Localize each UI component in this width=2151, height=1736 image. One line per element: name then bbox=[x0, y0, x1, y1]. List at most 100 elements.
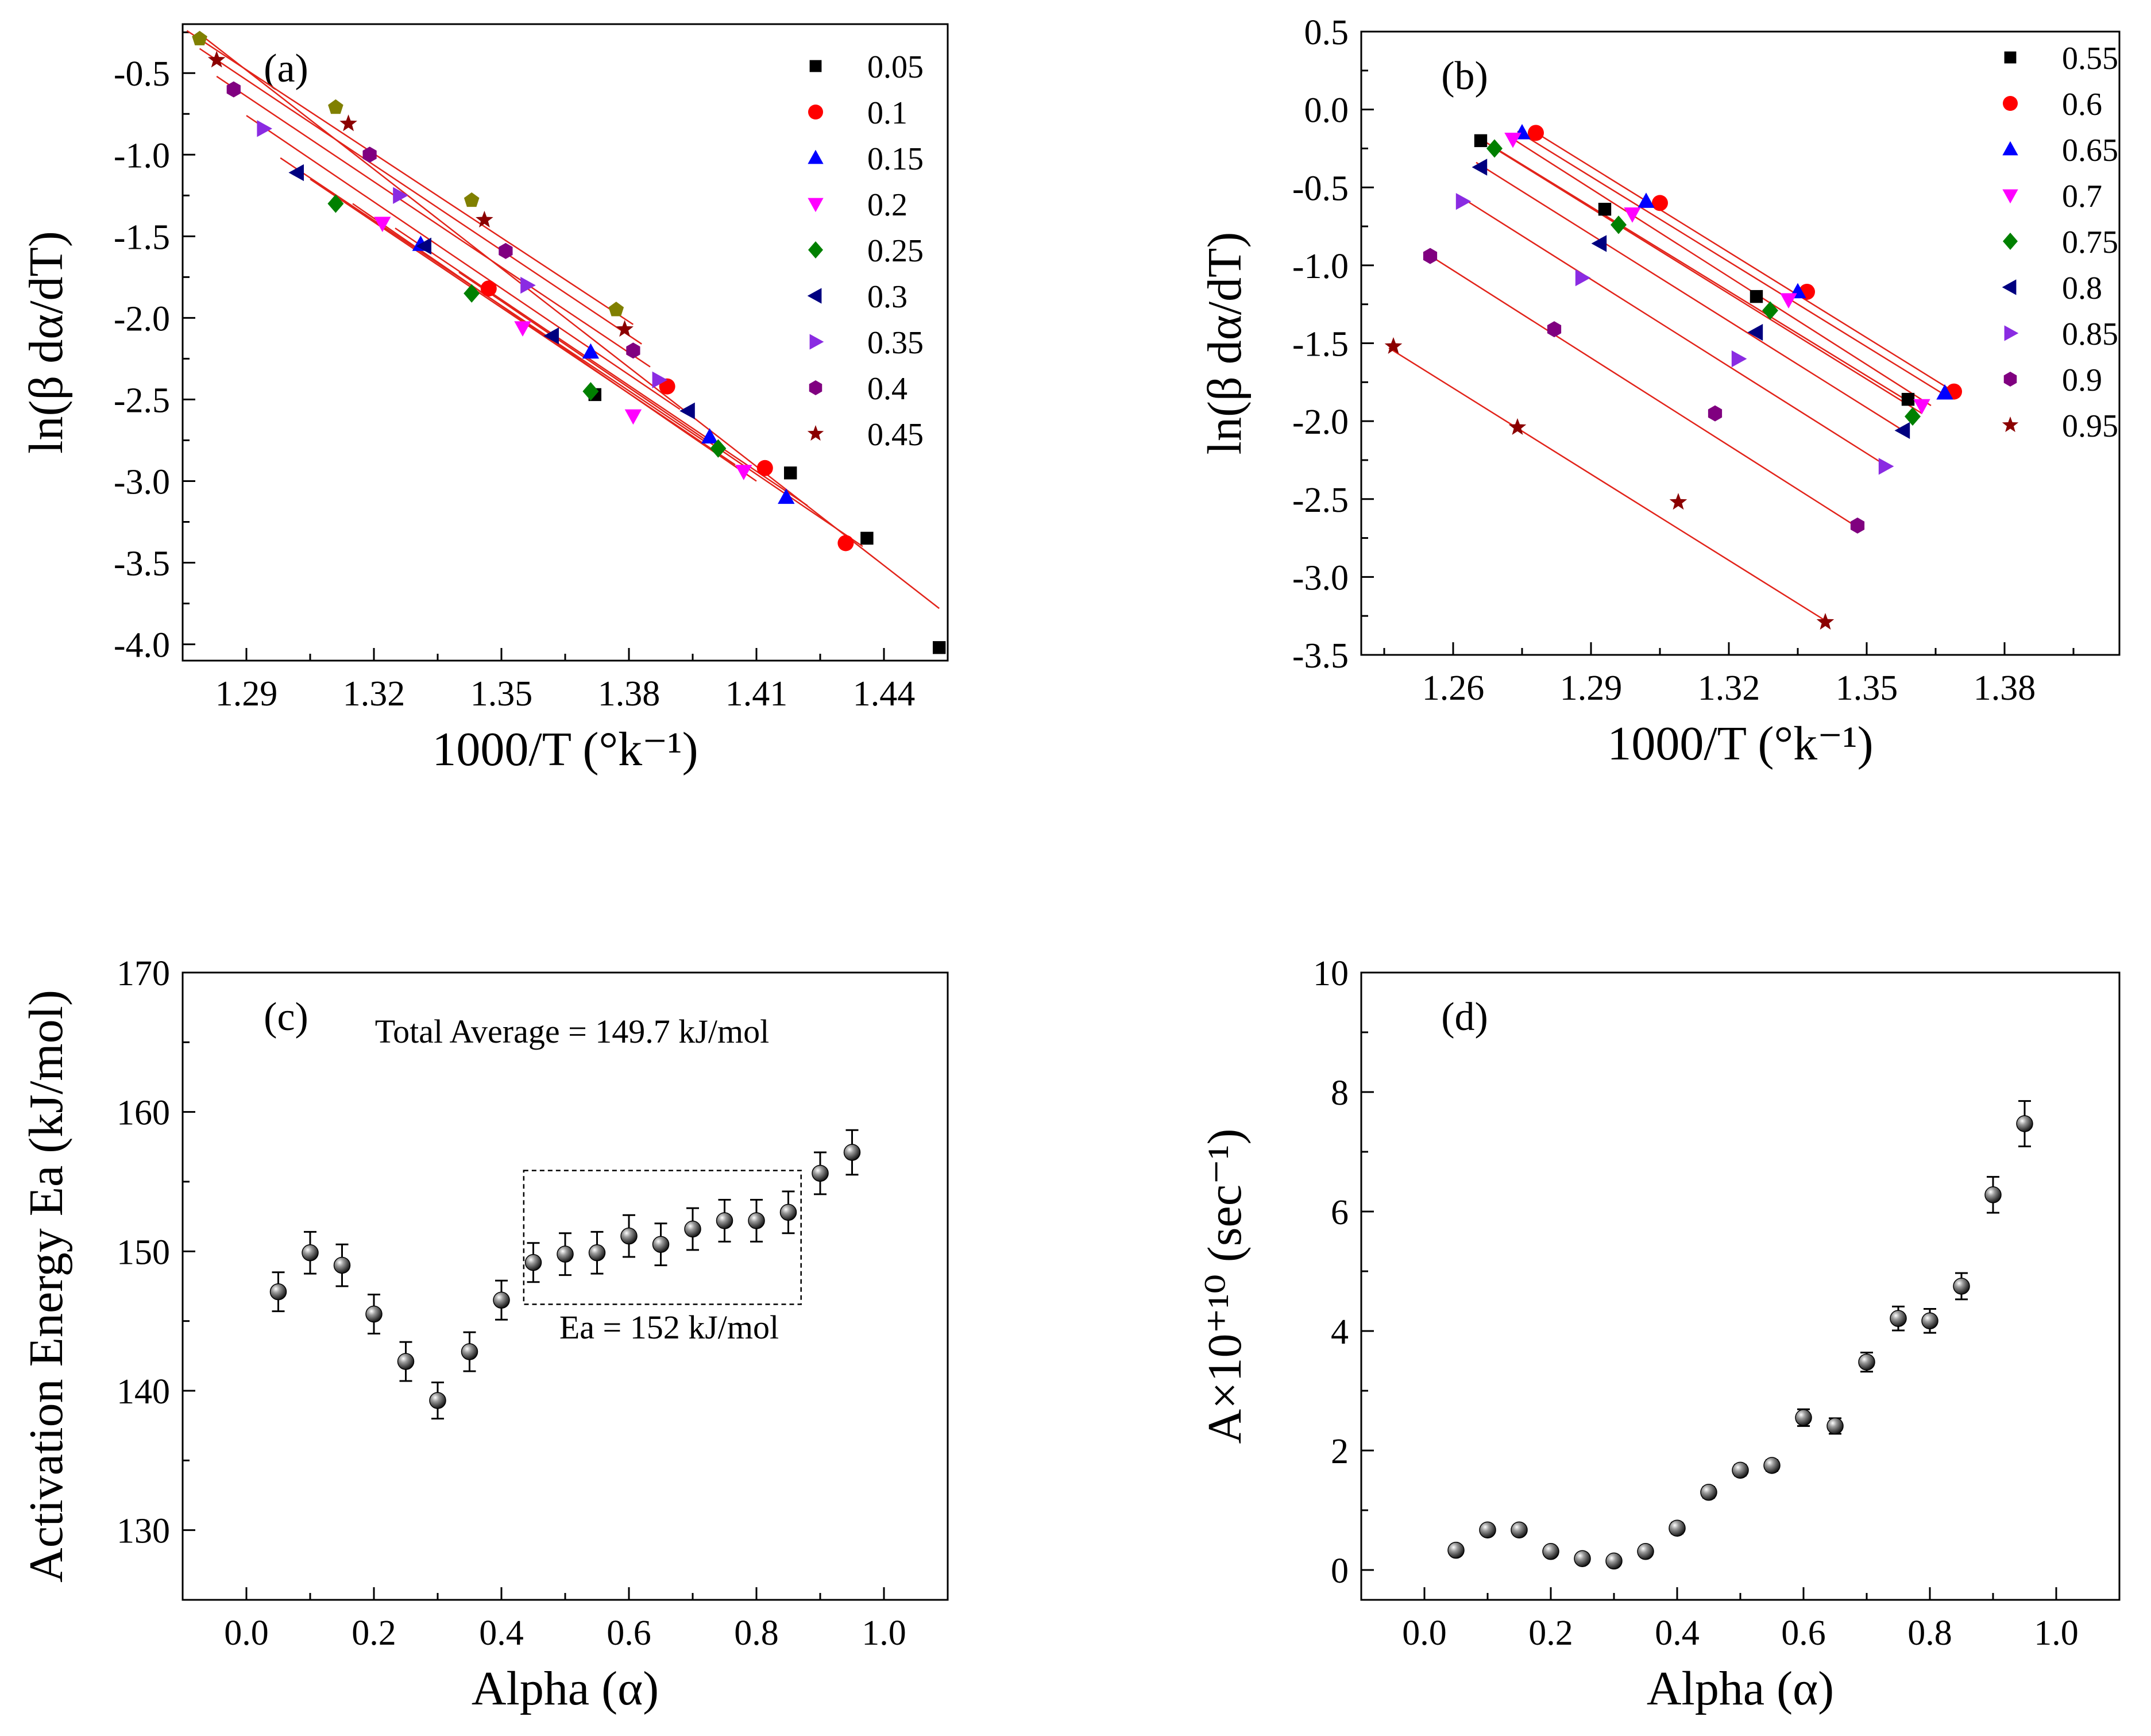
data-point bbox=[1637, 1543, 1654, 1560]
data-point bbox=[684, 1220, 701, 1238]
plot-frame bbox=[1360, 30, 2121, 656]
series bbox=[192, 30, 624, 317]
fit-line bbox=[199, 48, 642, 345]
data-point bbox=[365, 1305, 383, 1323]
panel-c: 0.0 0.2 0.4 0.6 0.8 1.0 130 140 150 160 170 Alpha (… bbox=[20, 954, 949, 1715]
legend-marker bbox=[809, 380, 822, 395]
legend-marker bbox=[2004, 51, 2017, 64]
fit-line bbox=[1489, 144, 1922, 414]
x-axis-title: 1000/T (°k⁻¹) bbox=[432, 723, 698, 776]
x-tick-label: 0.8 bbox=[734, 1614, 779, 1653]
data-point bbox=[1762, 301, 1778, 320]
data-point bbox=[716, 1212, 733, 1229]
data-point bbox=[652, 1236, 670, 1253]
data-point bbox=[393, 187, 408, 205]
data-point bbox=[616, 320, 634, 337]
legend-label: 0.4 bbox=[867, 371, 907, 407]
data-point bbox=[1423, 248, 1438, 264]
x-tick-label: 1.26 bbox=[1422, 669, 1485, 708]
y-tick-label: 0.5 bbox=[1304, 13, 1349, 52]
data-point bbox=[784, 466, 797, 480]
y-tick-label: 0.0 bbox=[1304, 91, 1349, 130]
data-point bbox=[480, 280, 497, 297]
y-tick-label: 4 bbox=[1331, 1313, 1349, 1352]
series bbox=[257, 120, 668, 389]
legend-marker bbox=[807, 425, 824, 441]
legend-marker bbox=[2003, 233, 2018, 250]
legend-marker bbox=[807, 288, 822, 304]
y-tick-label: 160 bbox=[117, 1094, 170, 1133]
y-tick-label: -1.0 bbox=[1292, 247, 1349, 286]
data-point bbox=[735, 465, 752, 480]
legend-marker bbox=[808, 105, 823, 119]
y-tick-label: -4.0 bbox=[114, 626, 170, 665]
x-tick-label: 1.38 bbox=[598, 674, 661, 713]
data-point bbox=[1858, 1353, 1875, 1371]
x-axis-title: 1000/T (°k⁻¹) bbox=[1607, 717, 1873, 770]
y-axis-title: ln(β dα/dT) bbox=[1198, 232, 1252, 455]
fit-line bbox=[395, 227, 808, 507]
data-point bbox=[1763, 1457, 1781, 1474]
data-point bbox=[192, 30, 207, 45]
x-axis-title: Alpha (α) bbox=[1647, 1662, 1834, 1715]
data-point bbox=[1890, 1310, 1907, 1327]
legend-label: 0.15 bbox=[867, 141, 924, 177]
legend-marker bbox=[808, 149, 824, 164]
legend-label: 0.6 bbox=[2062, 87, 2102, 122]
data-point bbox=[1750, 290, 1763, 303]
fit-line bbox=[1457, 194, 1890, 469]
fit-line bbox=[186, 30, 634, 325]
data-point bbox=[679, 402, 695, 420]
data-point bbox=[520, 276, 536, 294]
data-point bbox=[1700, 1484, 1717, 1501]
y-tick-label: 2 bbox=[1331, 1432, 1349, 1471]
data-point bbox=[288, 164, 304, 182]
data-point bbox=[1816, 612, 1835, 630]
legend-label: 0.2 bbox=[867, 187, 907, 223]
data-point bbox=[1504, 132, 1521, 148]
y-tick-label: -2.0 bbox=[114, 299, 170, 338]
data-point bbox=[1708, 405, 1723, 422]
data-point bbox=[257, 120, 272, 137]
data-point bbox=[620, 1227, 638, 1245]
data-point bbox=[837, 535, 854, 551]
data-point bbox=[1747, 323, 1763, 341]
data-point bbox=[1894, 422, 1910, 439]
data-point bbox=[1598, 203, 1612, 216]
data-point bbox=[514, 321, 531, 337]
fit-line bbox=[203, 36, 940, 609]
y-tick-label: 140 bbox=[117, 1372, 170, 1411]
x-axis-title: Alpha (α) bbox=[472, 1662, 659, 1715]
legend-label: 0.45 bbox=[867, 417, 924, 453]
fit-line bbox=[1508, 135, 1932, 407]
y-tick-label: -3.5 bbox=[1292, 636, 1349, 676]
y-tick-label: -3.0 bbox=[1292, 558, 1349, 597]
fit-line bbox=[1388, 347, 1826, 622]
legend-label: 0.3 bbox=[867, 279, 907, 315]
y-tick-label: -3.5 bbox=[114, 545, 170, 584]
series bbox=[374, 217, 752, 480]
data-point bbox=[812, 1164, 829, 1182]
fit-line bbox=[1476, 161, 1909, 434]
data-point bbox=[1850, 517, 1865, 534]
y-tick-label: 8 bbox=[1331, 1074, 1349, 1113]
series bbox=[1423, 248, 1865, 534]
data-point bbox=[1669, 1519, 1686, 1537]
data-point bbox=[269, 1283, 287, 1301]
panel-label: (b) bbox=[1441, 54, 1488, 98]
panel-label: (a) bbox=[264, 47, 308, 91]
data-point bbox=[624, 409, 642, 425]
y-axis-title: A×10⁺¹⁰ (sec⁻¹) bbox=[1198, 1129, 1252, 1444]
y-tick-label: -3.0 bbox=[114, 462, 170, 501]
x-tick-label: 1.32 bbox=[343, 674, 406, 713]
data-point bbox=[461, 1343, 478, 1360]
total-average-annotation: Total Average = 149.7 kJ/mol bbox=[375, 1013, 769, 1050]
data-point bbox=[1795, 1409, 1812, 1426]
legend-label: 0.55 bbox=[2062, 41, 2118, 76]
data-point bbox=[339, 114, 357, 132]
y-tick-label: -1.0 bbox=[114, 136, 170, 175]
y-tick-label: 170 bbox=[117, 954, 170, 993]
y-tick-label: 0 bbox=[1331, 1552, 1349, 1591]
data-point bbox=[933, 641, 946, 654]
x-tick-label: 1.35 bbox=[470, 674, 533, 713]
